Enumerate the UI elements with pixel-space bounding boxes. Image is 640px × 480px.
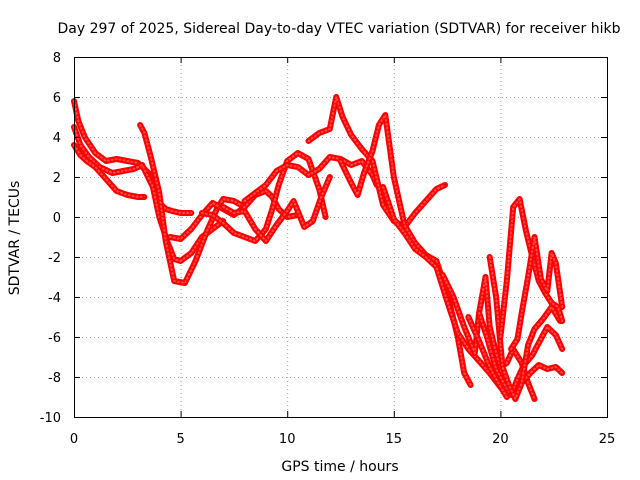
y-tick-labels: -10 -8 -6 -4 -2 0 2 4 6 8 <box>40 51 61 426</box>
series-arc-1-markers <box>73 100 193 214</box>
series-arc-15-markers <box>488 256 562 400</box>
y-tick-label: -6 <box>48 331 61 346</box>
x-tick-label: 25 <box>599 432 616 447</box>
chart-title: Day 297 of 2025, Sidereal Day-to-day VTE… <box>58 21 621 37</box>
x-tick-label: 15 <box>386 432 403 447</box>
y-tick-label: -8 <box>48 371 61 386</box>
y-tick-label: 4 <box>53 131 61 146</box>
y-tick-label: 2 <box>53 171 61 186</box>
y-tick-label: 8 <box>53 51 61 66</box>
ticks <box>74 57 608 418</box>
x-tick-label: 20 <box>492 432 509 447</box>
y-tick-label: -2 <box>48 251 61 266</box>
series-arc-4-markers <box>139 124 246 284</box>
plot-frame <box>74 57 608 418</box>
series-layer <box>71 94 566 402</box>
series-arc-3-markers <box>73 144 146 198</box>
series-arc-9-markers <box>307 96 446 228</box>
series-arc-17-markers <box>510 236 564 350</box>
series-arc-5-markers <box>168 190 299 240</box>
y-axis-label: SDTVAR / TECUs <box>7 181 23 296</box>
y-tick-label: -10 <box>40 411 61 426</box>
x-tick-label: 10 <box>279 432 296 447</box>
series-arc-7-markers <box>222 176 331 242</box>
x-axis-label: GPS time / hours <box>281 459 398 475</box>
series-arc-8-markers <box>243 156 378 202</box>
series-arc-12-markers <box>441 274 536 400</box>
series-arc-2-markers <box>73 126 225 262</box>
x-tick-label: 0 <box>70 432 78 447</box>
y-tick-label: 6 <box>53 91 61 106</box>
y-tick-label: -4 <box>48 291 61 306</box>
series-arc-10-markers <box>339 114 472 386</box>
series-arc-6-markers <box>200 152 327 242</box>
series-arc-10 <box>337 112 474 388</box>
y-tick-label: 0 <box>53 211 61 226</box>
x-tick-labels: 0 5 10 15 20 25 <box>70 432 615 447</box>
x-tick-label: 5 <box>176 432 184 447</box>
